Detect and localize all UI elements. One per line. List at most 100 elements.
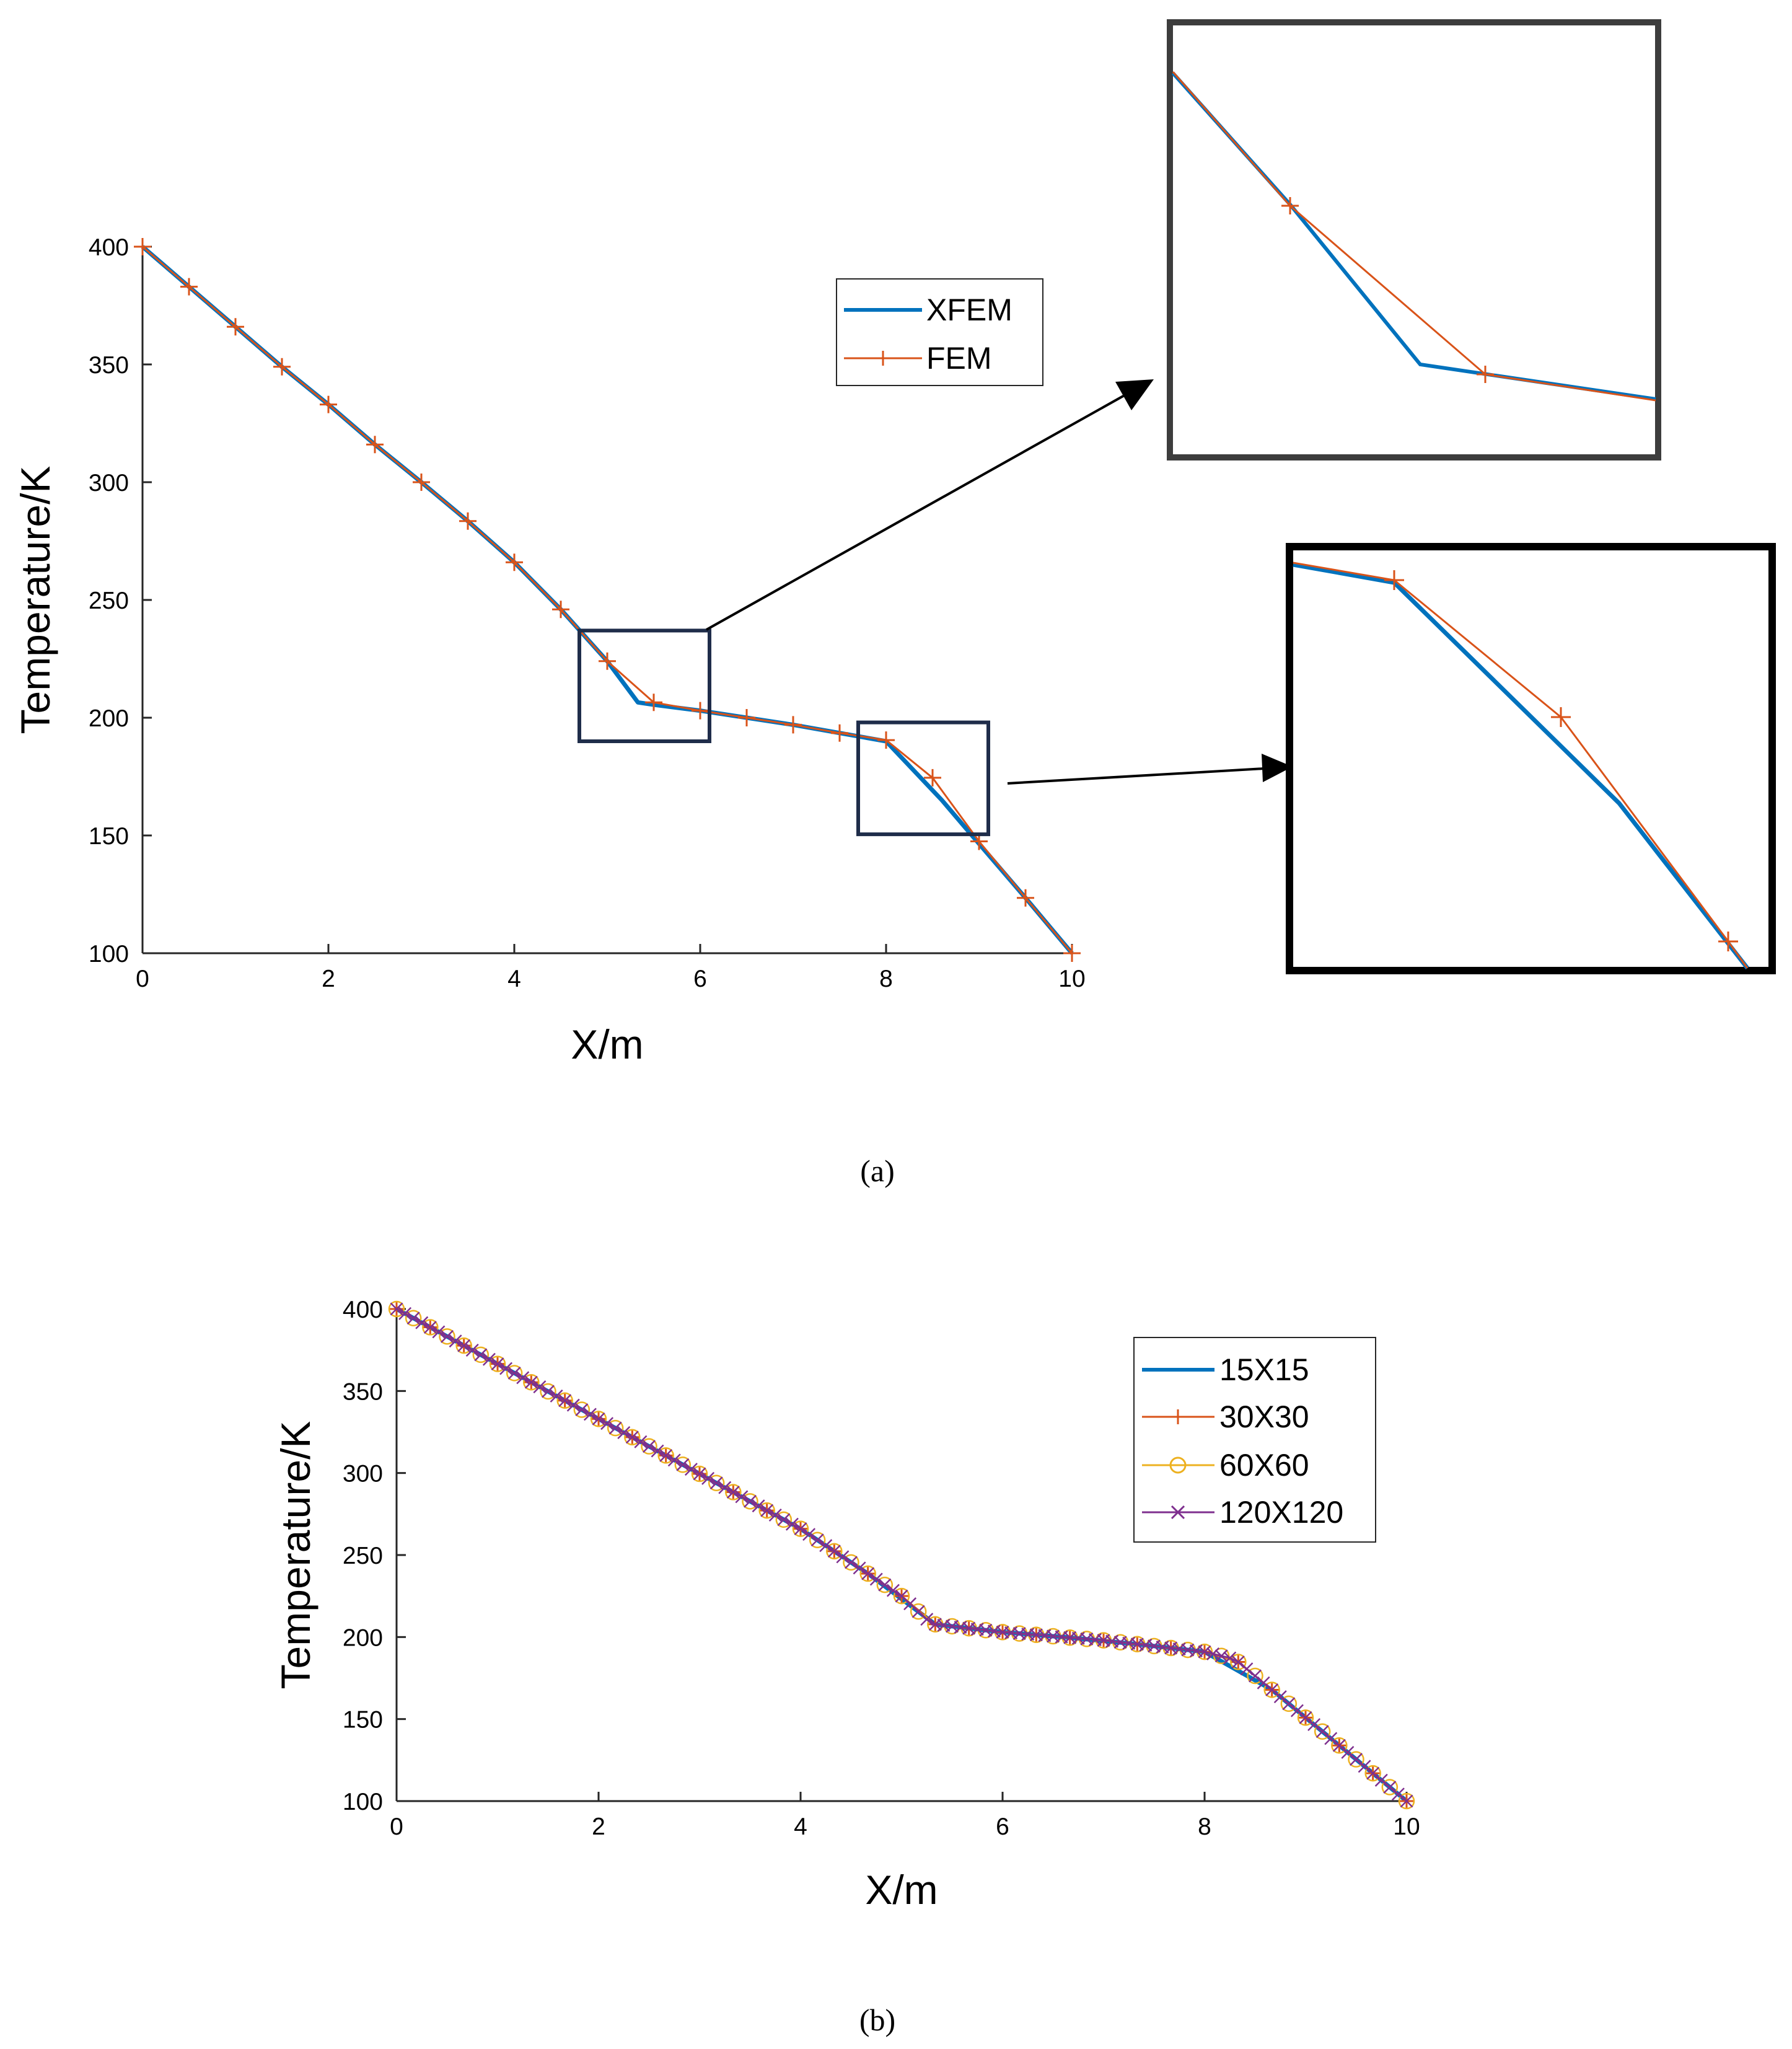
data-point-120x120 <box>499 1362 513 1375</box>
data-point-fem <box>180 278 198 296</box>
data-point-120x120 <box>1341 1745 1355 1759</box>
data-point-120x120 <box>1307 1718 1321 1732</box>
data-point-120x120 <box>1324 1732 1338 1745</box>
data-point-120x120 <box>516 1371 530 1385</box>
data-point-fem <box>413 474 430 491</box>
data-point-60x60 <box>455 1337 472 1354</box>
legend-label-fem: FEM <box>926 341 992 376</box>
data-point-60x60 <box>859 1565 876 1582</box>
data-point-60x60 <box>1331 1737 1348 1754</box>
legend-label-15x15: 15X15 <box>1219 1352 1309 1387</box>
panel-b-series <box>388 1300 1415 1810</box>
arrow-line-bottom <box>1007 767 1265 785</box>
panel-a-y-tick-label: 100 <box>89 941 129 967</box>
data-point-fem <box>134 238 151 255</box>
data-point-60x60 <box>1280 1695 1298 1712</box>
data-point-120x120 <box>390 1302 403 1316</box>
inset-bottom <box>1286 543 1776 974</box>
data-point-120x120 <box>441 1329 454 1343</box>
data-point-120x120 <box>1249 1669 1262 1683</box>
data-point-60x60 <box>708 1474 725 1492</box>
data-point-120x120 <box>1198 1645 1211 1659</box>
zoom-box-top <box>578 628 711 744</box>
data-point-120x120 <box>415 1316 429 1329</box>
data-point-fem <box>552 601 569 619</box>
data-point-120x120 <box>1315 1725 1329 1738</box>
data-point-120x120 <box>802 1528 816 1541</box>
data-point-120x120 <box>566 1398 580 1412</box>
data-point-120x120 <box>878 1578 892 1592</box>
data-point-120x120 <box>768 1509 782 1522</box>
data-point-60x60 <box>506 1365 523 1381</box>
data-point-60x60 <box>893 1587 910 1605</box>
data-point-120x120 <box>465 1344 479 1357</box>
data-point-60x60 <box>1398 1792 1415 1810</box>
panel-b-x-tick-label: 4 <box>794 1813 807 1840</box>
data-point-60x60 <box>523 1373 540 1391</box>
data-point-60x60 <box>405 1310 422 1327</box>
inset-top-frame <box>1167 19 1661 460</box>
data-point-120x120 <box>1391 1787 1405 1801</box>
data-point-120x120 <box>1265 1683 1279 1696</box>
data-point-120x120 <box>1299 1711 1312 1724</box>
data-point-120x120 <box>1257 1676 1270 1690</box>
data-point-120x120 <box>600 1417 614 1430</box>
panel-b-y-tick-label: 300 <box>343 1461 383 1487</box>
panel-b-x-tick-label: 2 <box>592 1813 605 1840</box>
data-point-120x120 <box>709 1476 723 1490</box>
panel-a-x-tick-label: 8 <box>879 966 893 992</box>
data-point-120x120 <box>1282 1697 1296 1711</box>
data-point-fem <box>877 731 895 749</box>
data-point-120x120 <box>810 1533 824 1547</box>
data-point-fem <box>738 709 755 726</box>
arrow-line-top <box>706 393 1127 631</box>
panel-a-legend: XFEM FEM <box>836 278 1043 386</box>
panel-a-zoom-boxes <box>578 628 990 837</box>
legend-label-30x30: 30X30 <box>1219 1399 1309 1434</box>
data-point-120x120 <box>1290 1704 1304 1717</box>
data-point-60x60 <box>876 1576 894 1593</box>
data-point-60x60 <box>910 1603 927 1620</box>
panel-b-x-ticks: 0 2 4 6 8 10 <box>390 1792 1420 1840</box>
data-point-120x120 <box>474 1348 488 1362</box>
data-point-120x120 <box>667 1453 681 1467</box>
data-point-60x60 <box>758 1502 775 1519</box>
data-point-120x120 <box>550 1389 563 1403</box>
data-point-120x120 <box>398 1307 412 1320</box>
data-point-fem <box>506 553 523 571</box>
data-point-120x120 <box>651 1444 664 1458</box>
data-point-120x120 <box>457 1339 471 1352</box>
legend-marker-60x60 <box>1169 1456 1187 1474</box>
data-point-120x120 <box>1273 1690 1287 1704</box>
data-point-60x60 <box>1263 1681 1280 1698</box>
data-point-60x60 <box>641 1438 657 1455</box>
panel-b-y-tick-label: 400 <box>343 1297 383 1323</box>
panel-a-x-tick-label: 6 <box>693 966 707 992</box>
data-point-120x120 <box>701 1471 715 1485</box>
panel-a-x-tick-label: 0 <box>136 966 149 992</box>
data-point-120x120 <box>861 1567 875 1580</box>
panel-a-y-tick-label: 300 <box>89 470 129 496</box>
data-point-120x120 <box>432 1325 446 1339</box>
data-point-120x120 <box>1223 1651 1237 1665</box>
data-point-120x120 <box>542 1385 555 1398</box>
data-point-fem <box>599 652 616 670</box>
data-point-120x120 <box>1350 1753 1363 1766</box>
panel-a-x-axis-label: X/m <box>571 1021 643 1067</box>
data-point-120x120 <box>659 1448 673 1462</box>
data-point-120x120 <box>726 1486 740 1499</box>
data-point-60x60 <box>1230 1654 1247 1670</box>
data-point-fem <box>320 395 337 413</box>
data-point-120x120 <box>845 1556 858 1569</box>
data-point-60x60 <box>489 1355 506 1372</box>
data-point-120x120 <box>1400 1794 1413 1808</box>
data-point-120x120 <box>558 1394 572 1408</box>
data-point-120x120 <box>920 1613 934 1626</box>
legend-marker-30x30 <box>1171 1409 1185 1424</box>
data-point-60x60 <box>439 1328 455 1345</box>
data-point-120x120 <box>869 1572 883 1586</box>
panel-a-x-tick-label: 4 <box>507 966 521 992</box>
data-point-120x120 <box>718 1481 732 1494</box>
panel-a-y-tick-label: 400 <box>89 234 129 261</box>
